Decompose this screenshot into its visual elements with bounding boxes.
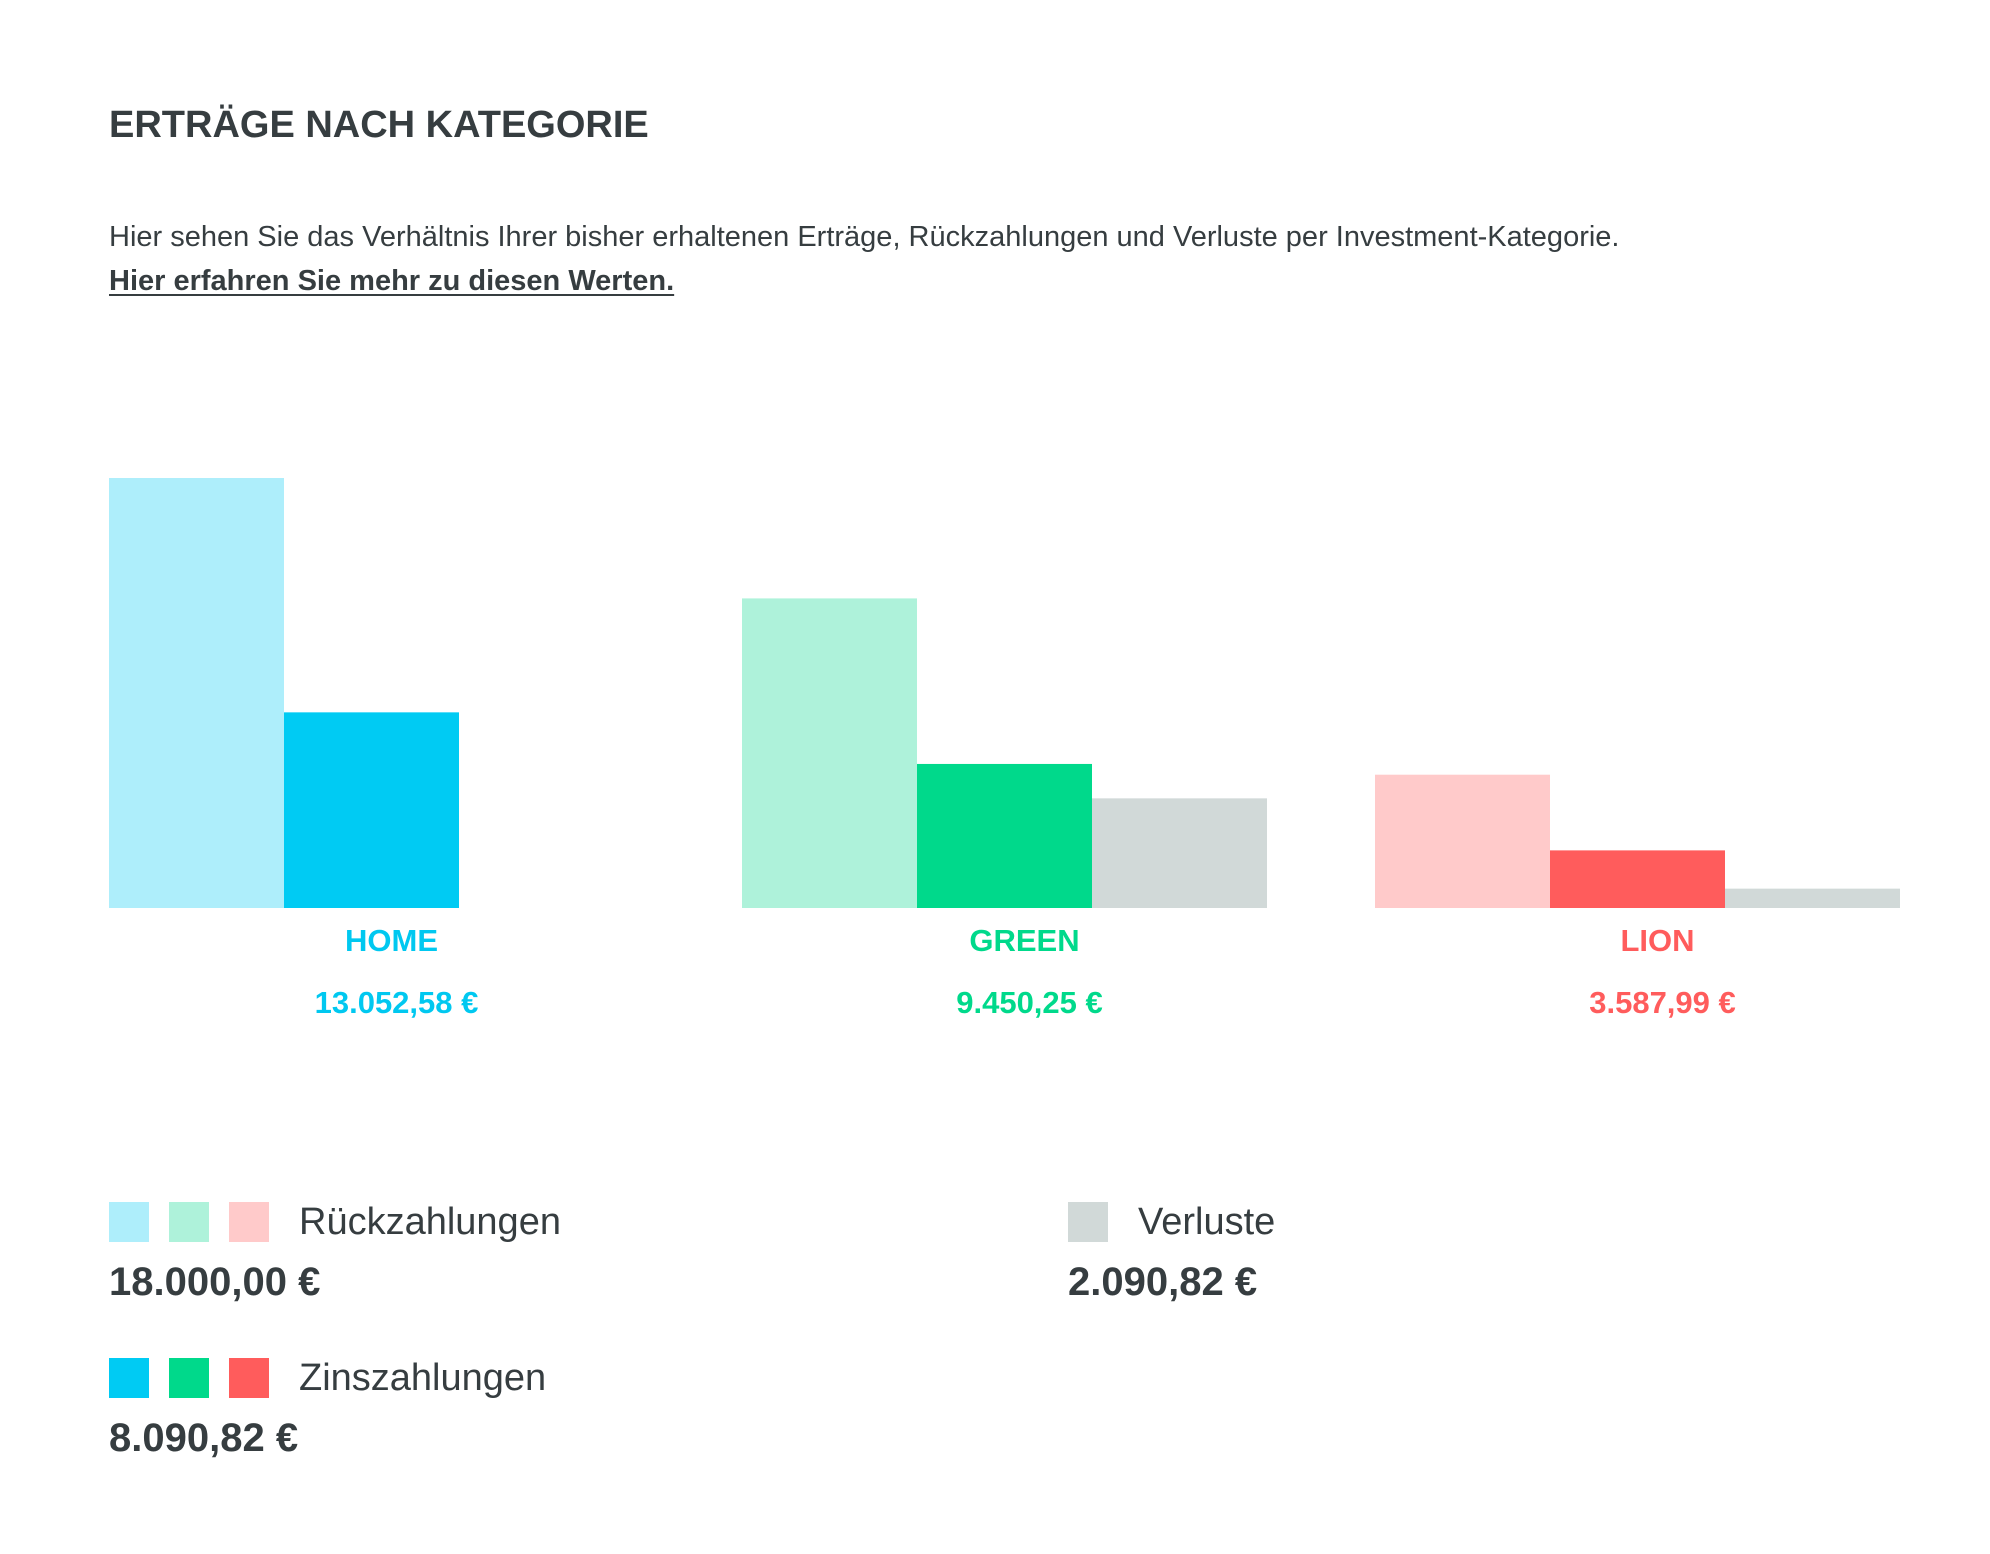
legend-swatch-losses: [1068, 1202, 1108, 1242]
bar-home-repayments: [109, 478, 284, 908]
category-total-green: 9.450,25 €: [956, 985, 1103, 1020]
bar-home-interest: [284, 712, 459, 908]
category-label-green: GREEN: [969, 923, 1079, 958]
bar-green-losses: [1092, 798, 1267, 908]
category-total-home: 13.052,58 €: [315, 985, 479, 1020]
legend-label-repayments: Rückzahlungen: [299, 1200, 561, 1243]
legend-swatch-repayments-home: [109, 1202, 149, 1242]
legend-swatch-repayments-lion: [229, 1202, 269, 1242]
bar-green-interest: [917, 763, 1092, 908]
category-label-home: HOME: [345, 923, 438, 958]
legend-losses: Verluste 2.090,82 €: [1068, 1200, 1275, 1305]
page-description: Hier sehen Sie das Verhältnis Ihrer bish…: [109, 215, 1869, 303]
category-total-lion: 3.587,99 €: [1589, 985, 1736, 1020]
legend-swatch-interest-green: [169, 1358, 209, 1398]
legend-label-losses: Verluste: [1138, 1200, 1276, 1243]
legend-swatch-interest-home: [109, 1358, 149, 1398]
learn-more-link[interactable]: Hier erfahren Sie mehr zu diesen Werten.: [109, 265, 675, 297]
legend-total-losses: 2.090,82 €: [1068, 1260, 1258, 1304]
legend-swatch-repayments-green: [169, 1202, 209, 1242]
category-bar-chart: HOME 13.052,58 € GREEN 9.450,25 € LION 3.587,…: [109, 478, 1900, 1020]
bar-lion-interest: [1550, 850, 1725, 908]
bar-lion-losses: [1725, 888, 1900, 908]
legend-total-repayments: 18.000,00 €: [109, 1260, 321, 1304]
description-text: Hier sehen Sie das Verhältnis Ihrer bish…: [109, 221, 1620, 253]
bar-lion-repayments: [1375, 774, 1550, 908]
page-title: ERTRÄGE NACH KATEGORIE: [109, 104, 649, 146]
bar-green-repayments: [742, 598, 917, 908]
legend-label-interest: Zinszahlungen: [299, 1356, 547, 1399]
legend-interest: Zinszahlungen 8.090,82 €: [109, 1356, 546, 1461]
legend-total-interest: 8.090,82 €: [109, 1416, 299, 1460]
legend-repayments: Rückzahlungen 18.000,00 €: [109, 1200, 561, 1305]
legend-swatch-interest-lion: [229, 1358, 269, 1398]
category-label-lion: LION: [1620, 923, 1694, 958]
